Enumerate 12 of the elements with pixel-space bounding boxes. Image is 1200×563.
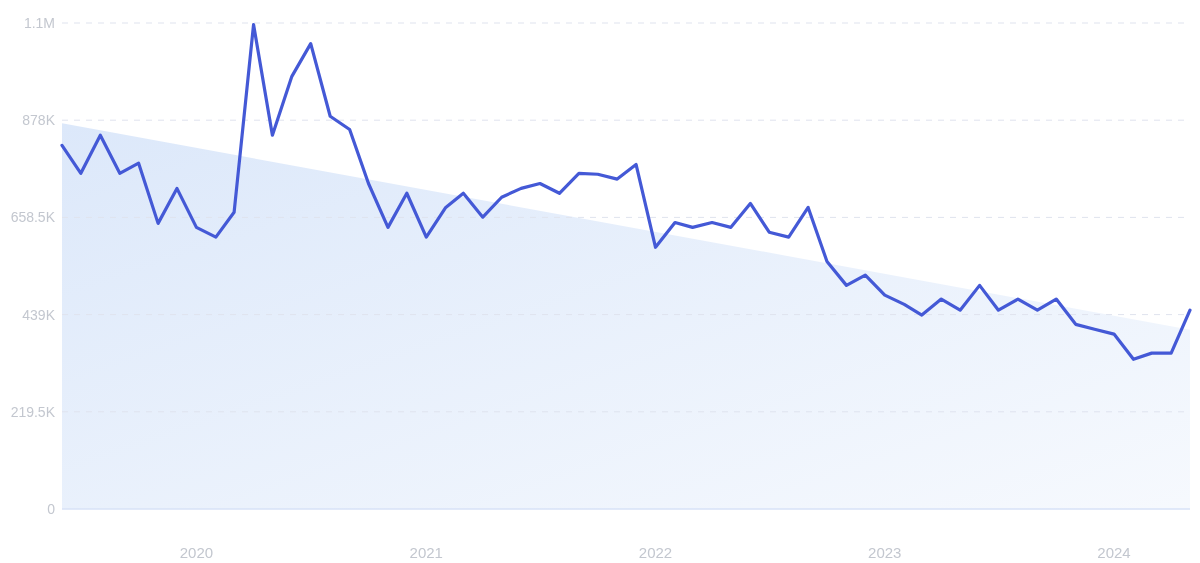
x-tick-label: 2020 (179, 544, 214, 561)
x-tick-label: 2023 (868, 544, 902, 561)
x-tick-label: 2022 (638, 544, 673, 561)
x-tick-label: 2024 (1097, 544, 1131, 561)
y-tick-label: 439K (22, 306, 56, 323)
x-tick-label: 2021 (409, 544, 443, 561)
y-tick-label: 658.5K (10, 209, 56, 226)
y-tick-label: 219.5K (10, 403, 56, 420)
y-tick-label: 1.1M (23, 14, 55, 31)
y-tick-label: 0 (47, 500, 56, 517)
line-series (60, 22, 1192, 361)
y-tick-label: 878K (22, 112, 56, 129)
